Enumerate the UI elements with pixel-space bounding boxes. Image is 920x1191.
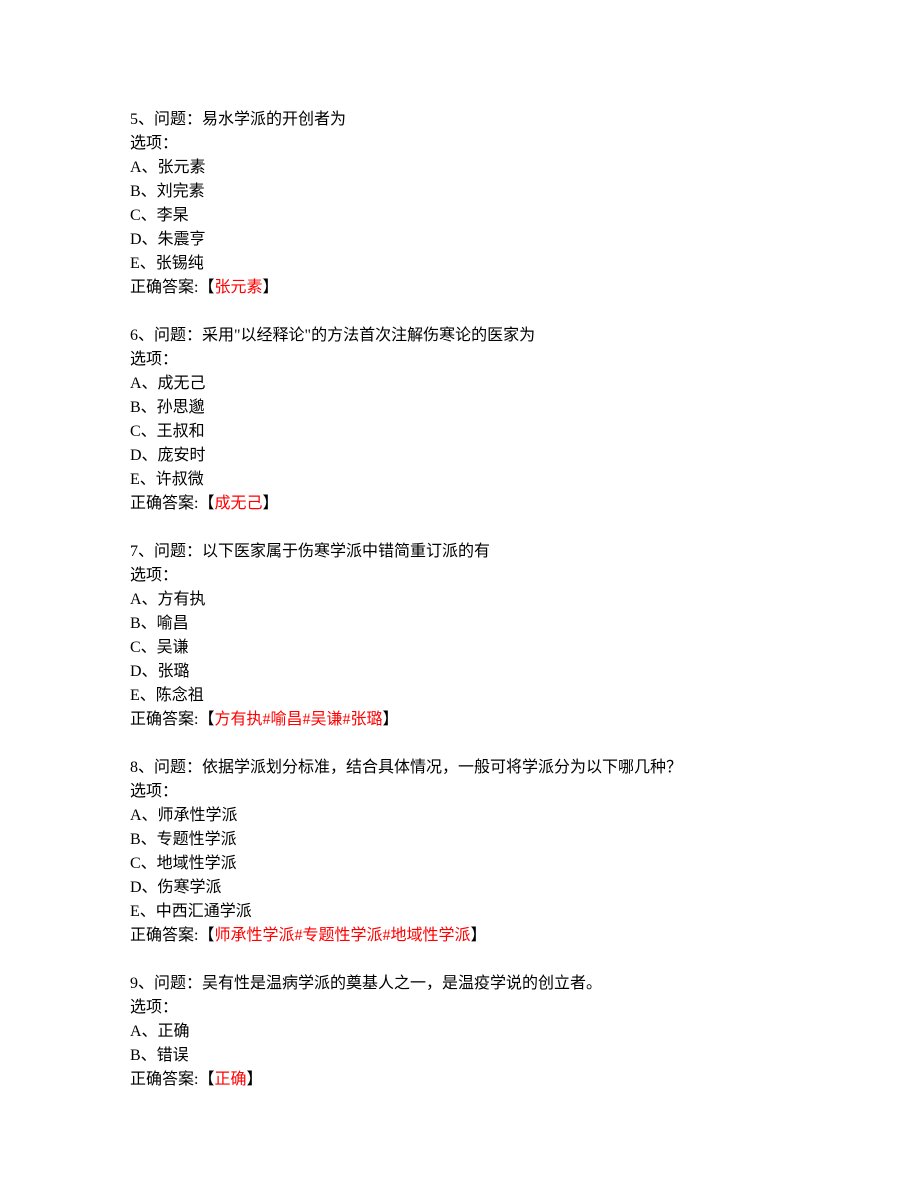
- option-a: A、方有执: [130, 588, 790, 612]
- options-label: 选项：: [130, 996, 790, 1020]
- option-b: B、孙思邈: [130, 396, 790, 420]
- question-7: 7、问题：以下医家属于伤寒学派中错简重订派的有 选项： A、方有执 B、喻昌 C…: [130, 540, 790, 732]
- question-number: 5: [130, 111, 138, 128]
- option-c: C、地域性学派: [130, 852, 790, 876]
- option-b: B、错误: [130, 1044, 790, 1068]
- option-d: D、张璐: [130, 660, 790, 684]
- option-c: C、吴谦: [130, 636, 790, 660]
- answer-prefix: 正确答案:【: [130, 1071, 214, 1088]
- answer-line: 正确答案:【师承性学派#专题性学派#地域性学派】: [130, 924, 790, 948]
- option-e: E、张锡纯: [130, 252, 790, 276]
- answer-line: 正确答案:【正确】: [130, 1068, 790, 1092]
- answer-value: 正确: [214, 1071, 246, 1088]
- option-a: A、成无己: [130, 372, 790, 396]
- question-text: 8、问题：依据学派划分标准，结合具体情况，一般可将学派分为以下哪几种？: [130, 756, 790, 780]
- option-a: A、张元素: [130, 156, 790, 180]
- answer-suffix: 】: [262, 495, 278, 512]
- option-c: C、王叔和: [130, 420, 790, 444]
- options-label: 选项：: [130, 348, 790, 372]
- answer-suffix: 】: [470, 927, 486, 944]
- answer-suffix: 】: [262, 279, 278, 296]
- option-b: B、喻昌: [130, 612, 790, 636]
- option-e: E、中西汇通学派: [130, 900, 790, 924]
- option-b: B、刘完素: [130, 180, 790, 204]
- question-number: 8: [130, 759, 138, 776]
- options-label: 选项：: [130, 564, 790, 588]
- answer-value: 张元素: [214, 279, 262, 296]
- answer-line: 正确答案:【方有执#喻昌#吴谦#张璐】: [130, 708, 790, 732]
- option-a: A、师承性学派: [130, 804, 790, 828]
- answer-prefix: 正确答案:【: [130, 927, 214, 944]
- options-label: 选项：: [130, 132, 790, 156]
- question-content: 问题：采用"以经释论"的方法首次注解伤寒论的医家为: [154, 327, 535, 344]
- question-content: 问题：易水学派的开创者为: [154, 111, 346, 128]
- answer-suffix: 】: [382, 711, 398, 728]
- question-text: 6、问题：采用"以经释论"的方法首次注解伤寒论的医家为: [130, 324, 790, 348]
- option-e: E、陈念祖: [130, 684, 790, 708]
- option-e: E、许叔微: [130, 468, 790, 492]
- answer-line: 正确答案:【张元素】: [130, 276, 790, 300]
- question-content: 问题：依据学派划分标准，结合具体情况，一般可将学派分为以下哪几种？: [154, 759, 682, 776]
- question-6: 6、问题：采用"以经释论"的方法首次注解伤寒论的医家为 选项： A、成无己 B、…: [130, 324, 790, 516]
- answer-value: 成无己: [214, 495, 262, 512]
- question-number: 9: [130, 975, 138, 992]
- option-a: A、正确: [130, 1020, 790, 1044]
- question-text: 9、问题：吴有性是温病学派的奠基人之一，是温疫学说的创立者。: [130, 972, 790, 996]
- question-content: 问题：以下医家属于伤寒学派中错简重订派的有: [154, 543, 490, 560]
- options-label: 选项：: [130, 780, 790, 804]
- option-c: C、李杲: [130, 204, 790, 228]
- option-d: D、庞安时: [130, 444, 790, 468]
- option-b: B、专题性学派: [130, 828, 790, 852]
- answer-value: 方有执#喻昌#吴谦#张璐: [214, 711, 382, 728]
- option-d: D、伤寒学派: [130, 876, 790, 900]
- question-number: 6: [130, 327, 138, 344]
- answer-prefix: 正确答案:【: [130, 495, 214, 512]
- answer-value: 师承性学派#专题性学派#地域性学派: [214, 927, 470, 944]
- question-8: 8、问题：依据学派划分标准，结合具体情况，一般可将学派分为以下哪几种？ 选项： …: [130, 756, 790, 948]
- question-content: 问题：吴有性是温病学派的奠基人之一，是温疫学说的创立者。: [154, 975, 602, 992]
- question-text: 5、问题：易水学派的开创者为: [130, 108, 790, 132]
- question-5: 5、问题：易水学派的开创者为 选项： A、张元素 B、刘完素 C、李杲 D、朱震…: [130, 108, 790, 300]
- question-text: 7、问题：以下医家属于伤寒学派中错简重订派的有: [130, 540, 790, 564]
- question-9: 9、问题：吴有性是温病学派的奠基人之一，是温疫学说的创立者。 选项： A、正确 …: [130, 972, 790, 1092]
- question-number: 7: [130, 543, 138, 560]
- option-d: D、朱震亨: [130, 228, 790, 252]
- answer-prefix: 正确答案:【: [130, 279, 214, 296]
- answer-suffix: 】: [246, 1071, 262, 1088]
- answer-prefix: 正确答案:【: [130, 711, 214, 728]
- answer-line: 正确答案:【成无己】: [130, 492, 790, 516]
